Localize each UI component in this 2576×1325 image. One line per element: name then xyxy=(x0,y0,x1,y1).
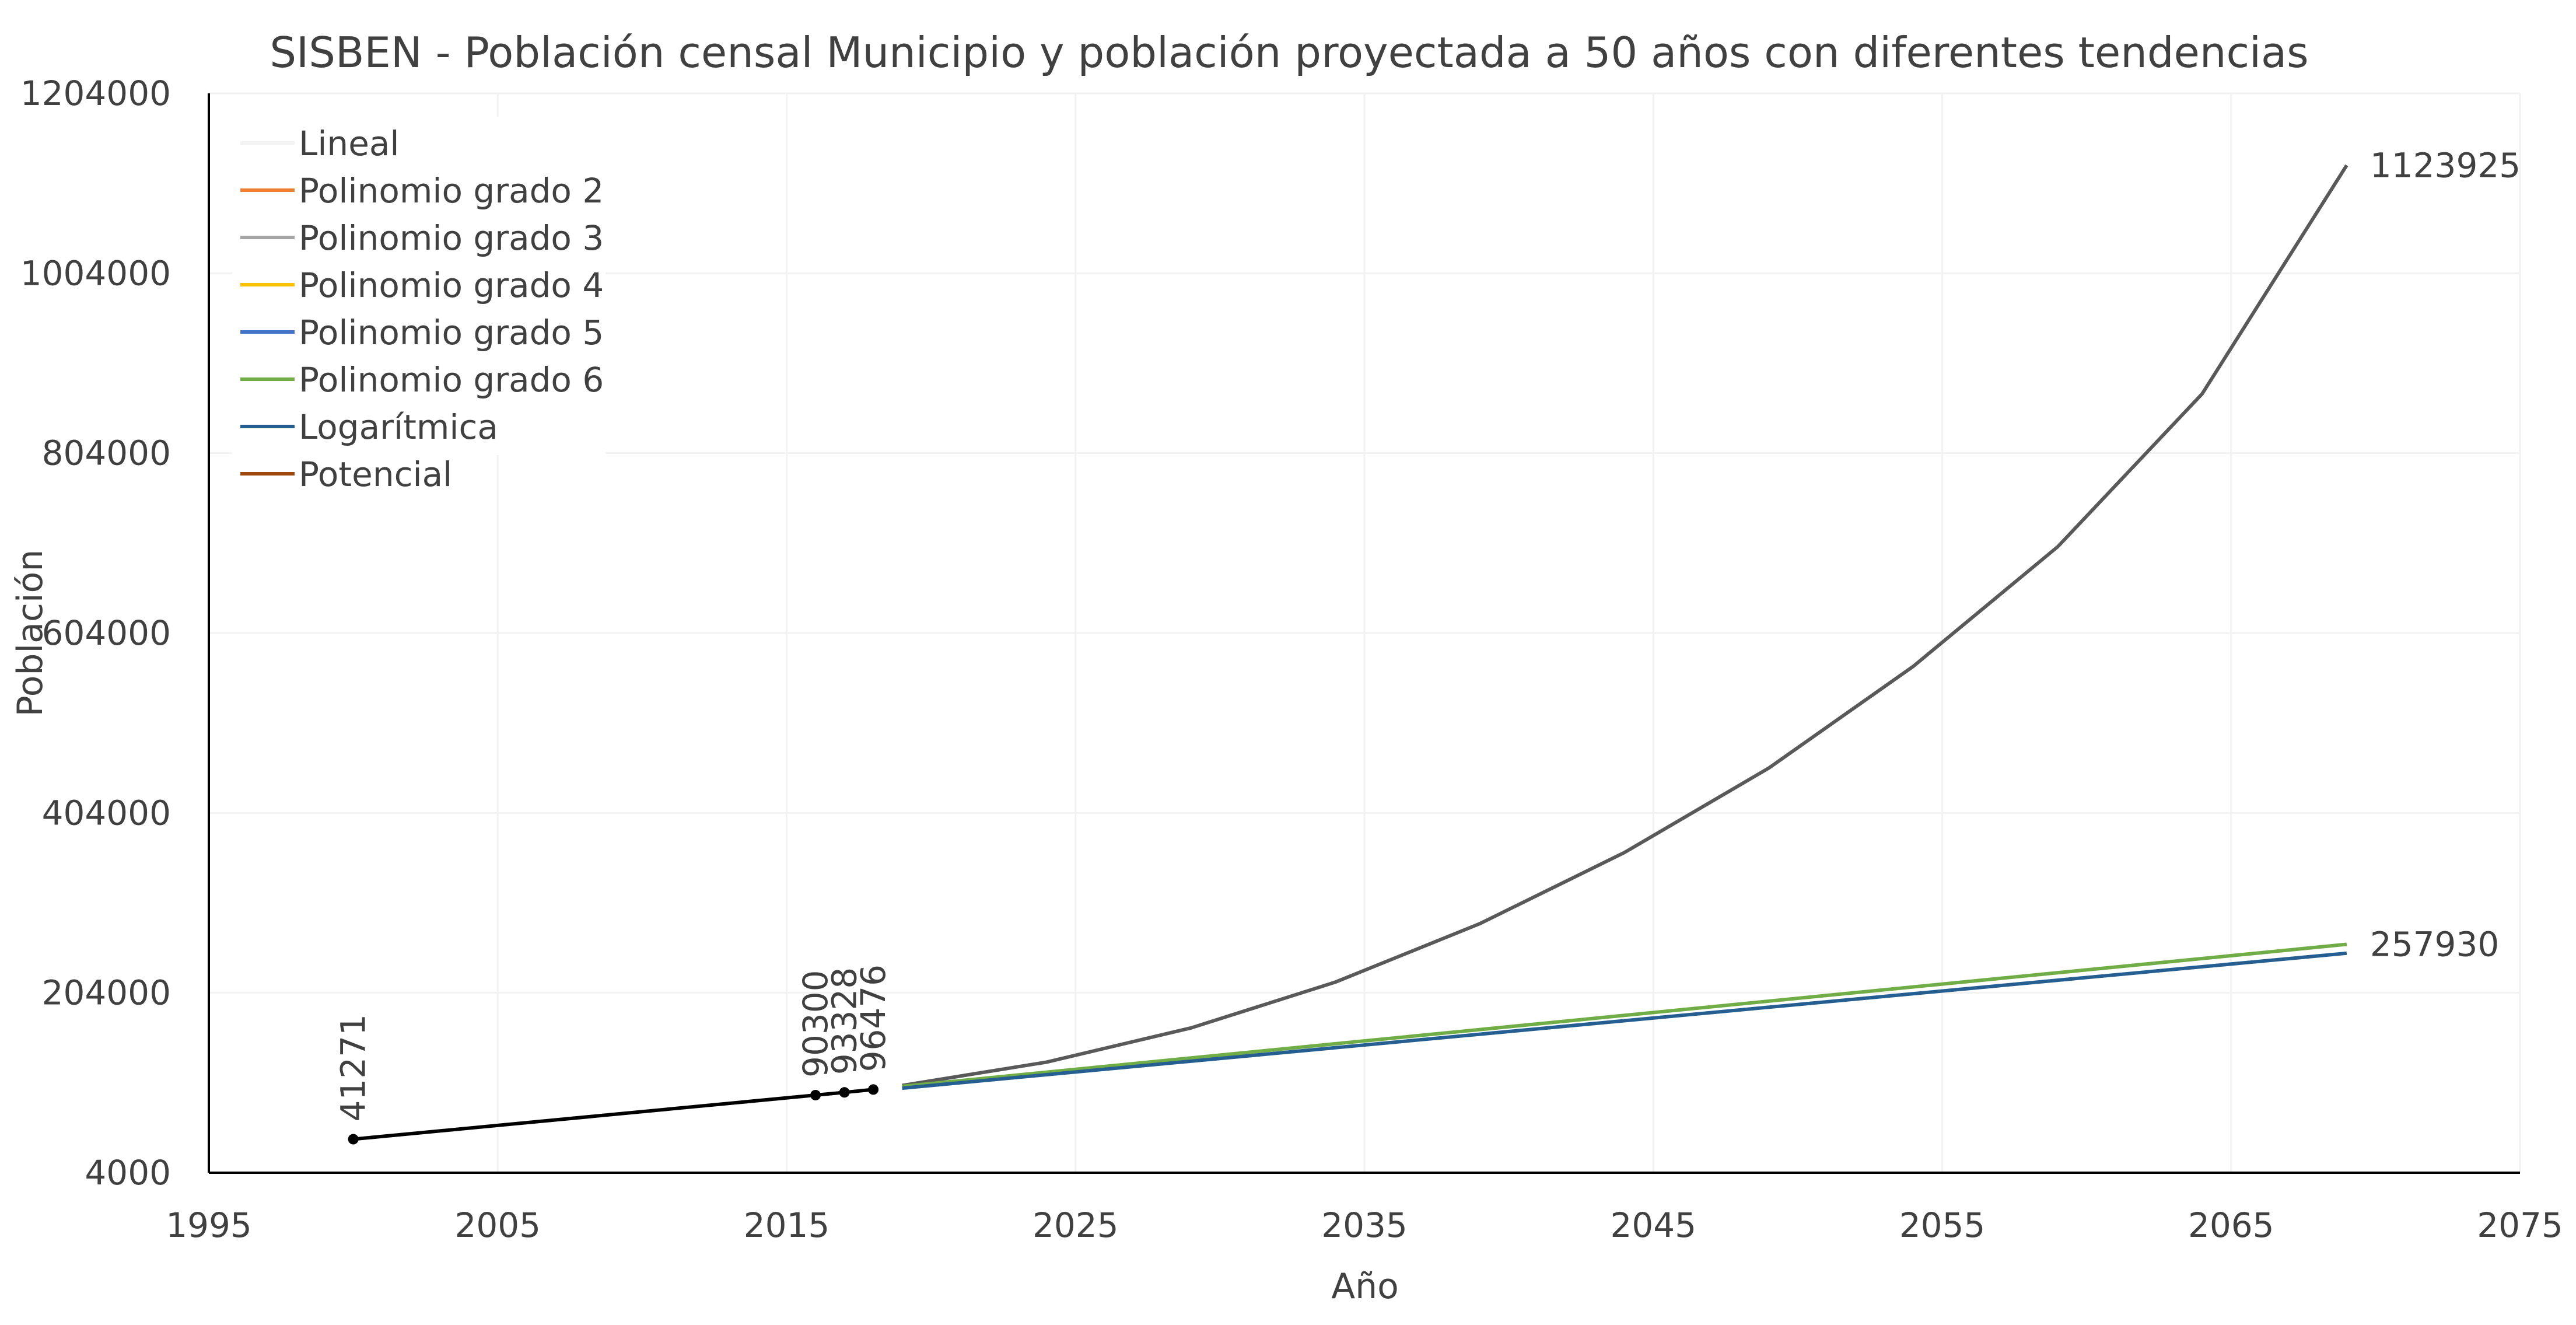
legend-label: Polinomio grado 6 xyxy=(299,360,604,400)
legend-label: Polinomio grado 2 xyxy=(299,171,604,211)
legend-label: Lineal xyxy=(299,124,400,163)
census-data-label: 41271 xyxy=(334,1014,373,1122)
x-tick-label: 2065 xyxy=(2188,1205,2274,1245)
census-data-label: 90300 xyxy=(796,970,835,1078)
legend-label: Polinomio grado 4 xyxy=(299,265,604,305)
census-data-label: 96476 xyxy=(853,964,893,1072)
x-tick-label: 2015 xyxy=(744,1205,830,1245)
legend-label: Potencial xyxy=(299,455,452,494)
y-tick-label: 1204000 xyxy=(20,74,171,113)
y-tick-label: 804000 xyxy=(42,433,171,473)
x-tick-label: 2035 xyxy=(1321,1205,1408,1245)
census-data-point xyxy=(348,1134,359,1145)
grid xyxy=(209,92,2521,1173)
x-tick-label: 2025 xyxy=(1032,1205,1119,1245)
projection-end-label: 1123925 xyxy=(2370,145,2521,185)
projection-series-line xyxy=(902,942,2347,1088)
census-data-point xyxy=(810,1089,821,1100)
y-axis-title: Población xyxy=(10,550,51,717)
x-tick-label: 2055 xyxy=(1899,1205,1986,1245)
y-tick-label: 604000 xyxy=(42,613,171,653)
x-tick-label: 2045 xyxy=(1610,1205,1696,1245)
projection-series-line xyxy=(902,164,2348,1088)
legend-label: Polinomio grado 5 xyxy=(299,313,604,352)
y-tick-label: 404000 xyxy=(42,793,171,833)
census-data-label: 93328 xyxy=(825,967,864,1075)
chart-title: SISBEN - Población censal Municipio y po… xyxy=(270,28,2308,77)
census-data-point xyxy=(839,1087,850,1098)
legend-label: Polinomio grado 3 xyxy=(299,218,604,258)
x-tick-labels: 1995 2005 2015 2025 2035 2045 2055 2065 2075 xyxy=(166,1205,2563,1245)
legend: Lineal Polinomio grado 2 Polinomio grado 3… xyxy=(232,117,606,494)
x-tick-label: 2005 xyxy=(454,1205,541,1245)
x-tick-label: 1995 xyxy=(166,1205,252,1245)
x-axis-title: Año xyxy=(1331,1266,1399,1307)
projection-end-label: 257930 xyxy=(2370,925,2499,964)
x-tick-label: 2075 xyxy=(2477,1205,2563,1245)
y-tick-label: 1004000 xyxy=(20,253,171,293)
census-data-point xyxy=(868,1084,879,1095)
axes xyxy=(208,93,2520,1174)
y-tick-labels: 4000 204000 404000 604000 804000 1004000 12040… xyxy=(20,74,171,1193)
projection-series-line xyxy=(902,951,2347,1090)
series xyxy=(348,164,2348,1145)
census-series-line xyxy=(353,1088,874,1141)
y-tick-label: 4000 xyxy=(85,1153,171,1193)
legend-label: Logarítmica xyxy=(299,407,498,447)
y-tick-label: 204000 xyxy=(42,973,171,1013)
